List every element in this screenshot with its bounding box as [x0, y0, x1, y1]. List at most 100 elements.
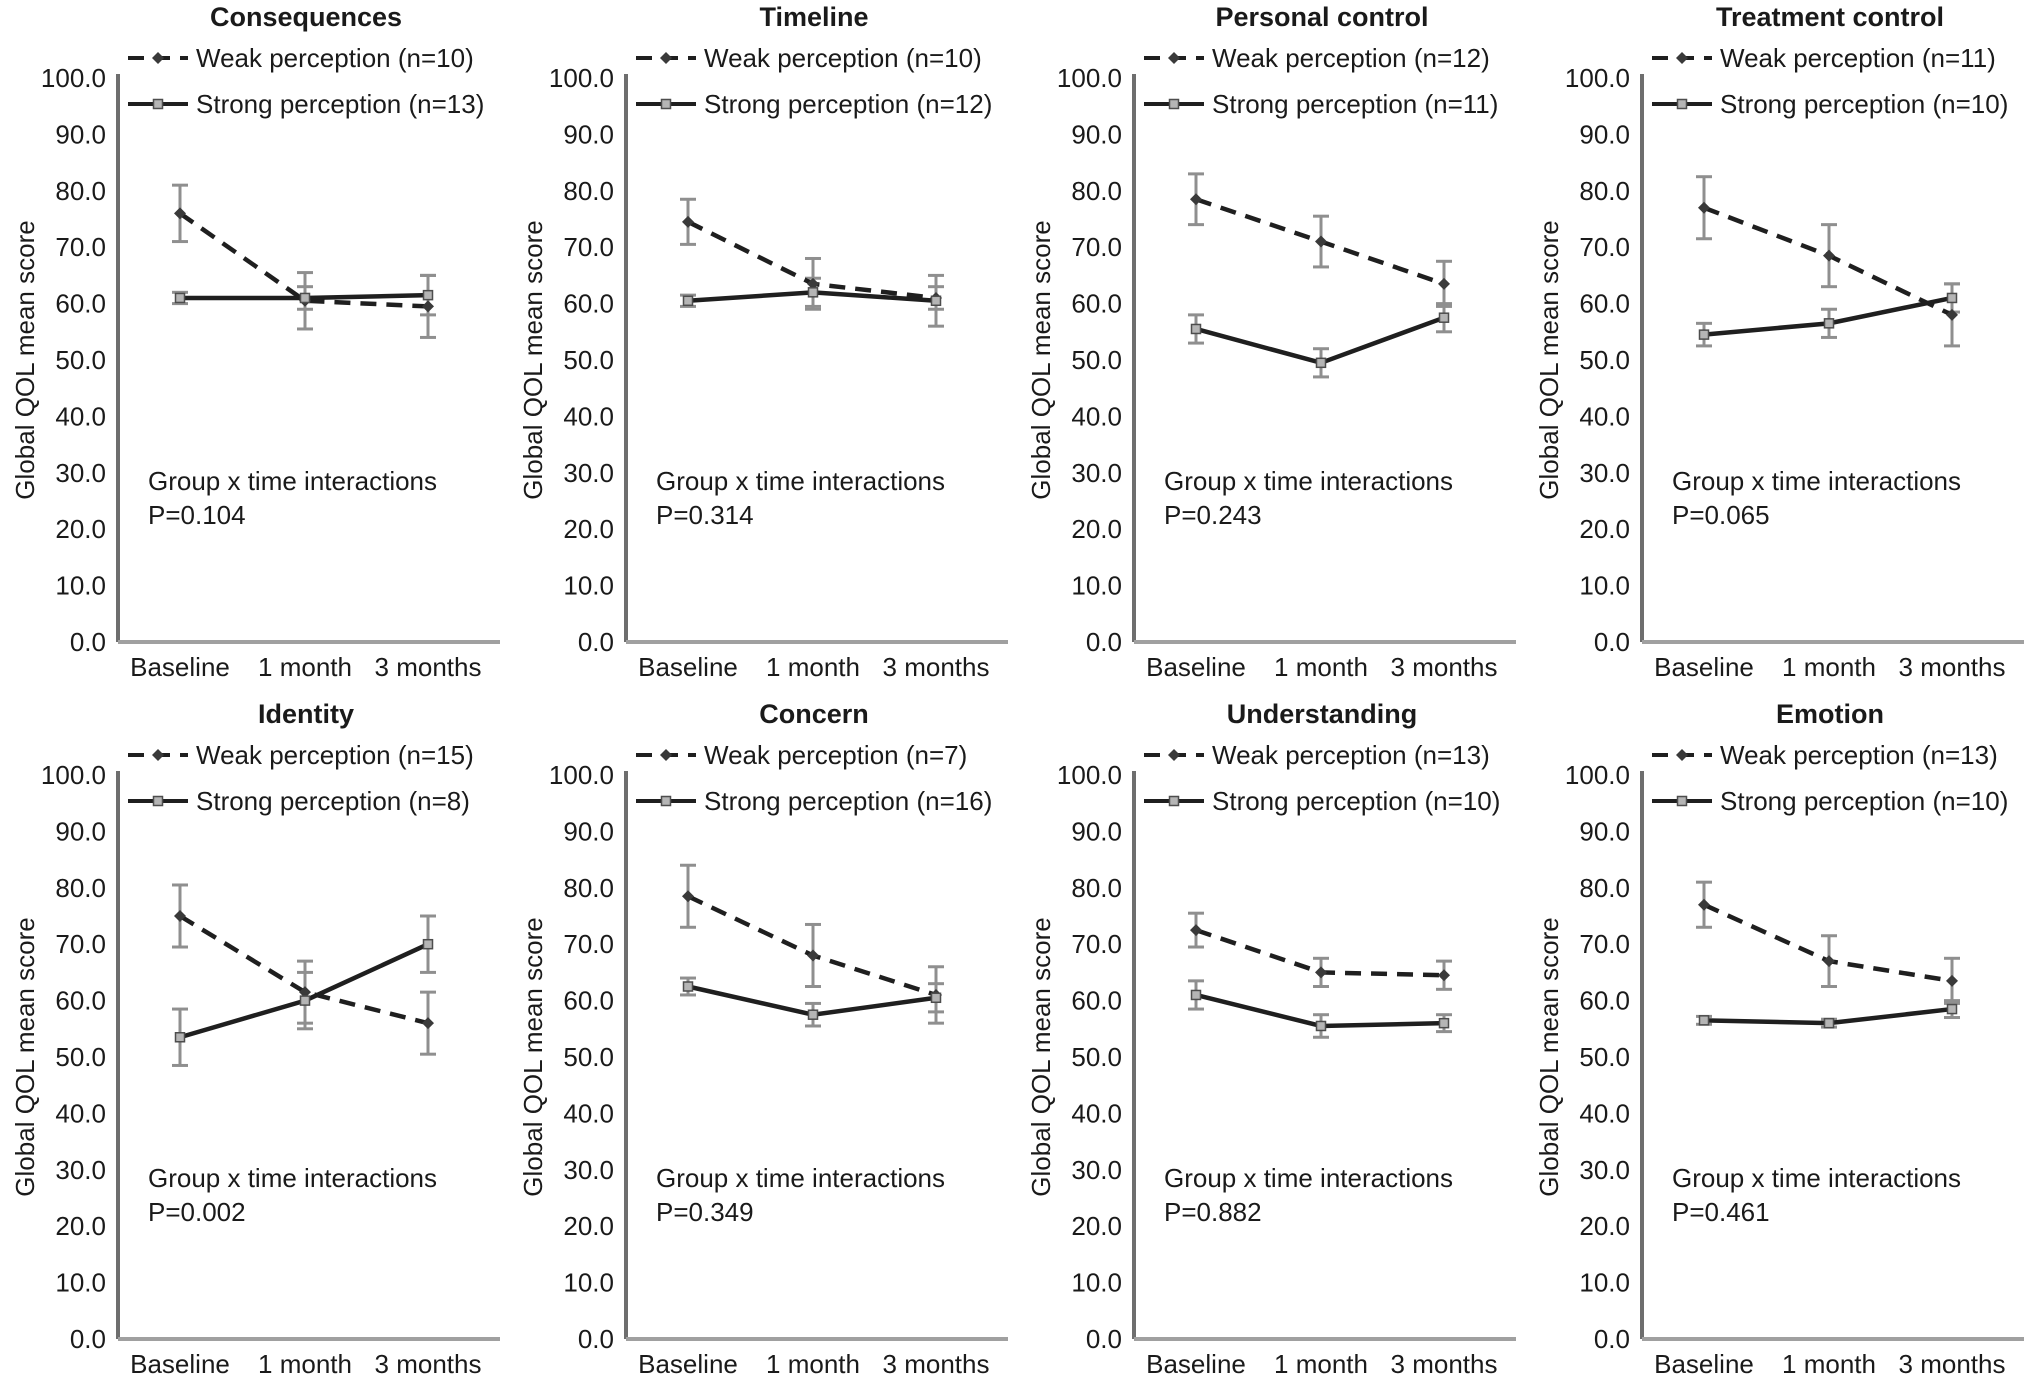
x-tick-label: Baseline [638, 652, 738, 682]
y-tick-label: 80.0 [55, 873, 106, 903]
strong-series-marker [930, 295, 942, 307]
weak-series-marker [1698, 201, 1710, 214]
legend-label: Strong perception (n=10) [1720, 89, 2008, 119]
legend-label: Strong perception (n=13) [196, 89, 484, 119]
legend-label: Strong perception (n=12) [704, 89, 992, 119]
y-tick-label: 70.0 [1579, 929, 1630, 959]
interaction-annotation: Group x time interactions [1672, 1163, 1961, 1193]
y-tick-label: 20.0 [1579, 514, 1630, 544]
panel-concern: 100.0 90.0 80.0 70.0 60.0 50.0 40.0 30.0 20.0 10.… [508, 697, 1016, 1394]
y-tick-label: 90.0 [55, 816, 106, 846]
interaction-annotation: Group x time interactions [148, 466, 437, 496]
strong-series-marker [422, 938, 434, 950]
y-tick-label: 0.0 [1594, 627, 1630, 657]
y-tick-label: 80.0 [563, 873, 614, 903]
y-tick-label: 60.0 [1071, 289, 1122, 319]
y-tick-label: 100.0 [549, 760, 614, 790]
panel-timeline: 100.0 90.0 80.0 70.0 60.0 50.0 40.0 30.0 20.0 10.… [508, 0, 1016, 697]
x-tick-label: Baseline [1654, 1349, 1754, 1379]
strong-series-marker [1438, 312, 1450, 323]
strong-series-marker [1823, 318, 1835, 329]
weak-series-marker [1168, 52, 1180, 64]
strong-series-marker [1698, 1015, 1710, 1026]
panel-title: Identity [258, 699, 354, 729]
weak-series-marker [299, 986, 311, 999]
y-tick-label: 40.0 [1071, 401, 1122, 431]
line-chart: 100.0 90.0 80.0 70.0 60.0 50.0 40.0 30.0 20.0 10.… [1534, 699, 2024, 1379]
line-chart: 100.0 90.0 80.0 70.0 60.0 50.0 40.0 30.0 20.0 10.… [1534, 2, 2024, 682]
y-tick-label: 100.0 [41, 63, 106, 93]
strong-series-marker [807, 287, 819, 298]
y-tick-label: 20.0 [563, 514, 614, 544]
x-tick-label: 3 months [375, 652, 482, 682]
y-tick-label: 30.0 [1071, 1155, 1122, 1185]
y-tick-label: 70.0 [55, 232, 106, 262]
y-tick-label: 0.0 [70, 627, 106, 657]
y-tick-label: 60.0 [1071, 986, 1122, 1016]
strong-series-marker [1946, 292, 1958, 304]
weak-series-marker [152, 749, 164, 761]
x-tick-label: Baseline [638, 1349, 738, 1379]
strong-series-marker [1676, 98, 1688, 110]
y-tick-label: 70.0 [563, 232, 614, 262]
y-tick-label: 20.0 [1071, 1211, 1122, 1241]
x-tick-label: 1 month [1274, 1349, 1368, 1379]
weak-series-marker [1823, 955, 1835, 968]
weak-series-marker [1946, 974, 1958, 987]
y-tick-label: 60.0 [1579, 986, 1630, 1016]
line-chart: 100.0 90.0 80.0 70.0 60.0 50.0 40.0 30.0 20.0 10.… [518, 2, 1008, 682]
y-tick-label: 80.0 [563, 176, 614, 206]
x-tick-label: 1 month [1274, 652, 1368, 682]
strong-series-marker [152, 98, 164, 110]
y-tick-label: 0.0 [1594, 1324, 1630, 1354]
y-tick-label: 70.0 [1071, 232, 1122, 262]
y-tick-label: 60.0 [55, 289, 106, 319]
legend-label: Weak perception (n=13) [1212, 740, 1490, 770]
panel-consequences: 100.0 90.0 80.0 70.0 60.0 50.0 40.0 30.0 20.0 10.… [0, 0, 508, 697]
y-tick-label: 10.0 [1071, 1268, 1122, 1298]
strong-series-marker [682, 295, 694, 307]
y-tick-label: 20.0 [1071, 514, 1122, 544]
y-tick-label: 30.0 [563, 458, 614, 488]
y-tick-label: 40.0 [563, 401, 614, 431]
x-tick-label: 3 months [1391, 652, 1498, 682]
panel-title: Emotion [1776, 699, 1884, 729]
y-axis-title: Global QOL mean score [1534, 917, 1564, 1196]
strong-series-marker [1315, 357, 1327, 369]
y-tick-label: 30.0 [55, 458, 106, 488]
strong-series-marker [930, 992, 942, 1004]
y-tick-label: 30.0 [563, 1155, 614, 1185]
y-tick-label: 90.0 [1579, 816, 1630, 846]
y-tick-label: 10.0 [1579, 1268, 1630, 1298]
panel-title: Treatment control [1716, 2, 1944, 32]
y-axis-title: Global QOL mean score [10, 220, 40, 499]
weak-series-marker [1438, 277, 1450, 290]
weak-series-marker [1190, 924, 1202, 937]
x-tick-label: 1 month [766, 1349, 860, 1379]
strong-series-marker [1190, 323, 1202, 335]
strong-series-marker [422, 289, 434, 301]
y-tick-label: 20.0 [55, 514, 106, 544]
interaction-annotation: Group x time interactions [656, 1163, 945, 1193]
interaction-annotation: Group x time interactions [1672, 466, 1961, 496]
y-tick-label: 10.0 [55, 571, 106, 601]
p-value: P=0.243 [1164, 500, 1262, 530]
y-tick-label: 40.0 [563, 1098, 614, 1128]
panel-title: Understanding [1227, 699, 1418, 729]
y-axis-title: Global QOL mean score [1026, 220, 1056, 499]
x-tick-label: 3 months [1391, 1349, 1498, 1379]
y-tick-label: 0.0 [1086, 1324, 1122, 1354]
strong-series-marker [152, 795, 164, 807]
interaction-annotation: Group x time interactions [1164, 1163, 1453, 1193]
weak-series-marker [682, 890, 694, 903]
y-tick-label: 70.0 [55, 929, 106, 959]
y-tick-label: 100.0 [41, 760, 106, 790]
legend-label: Weak perception (n=15) [196, 740, 474, 770]
strong-series-marker [1698, 329, 1710, 340]
y-tick-label: 30.0 [1579, 458, 1630, 488]
x-tick-label: Baseline [1654, 652, 1754, 682]
weak-series-marker [1698, 898, 1710, 911]
panel-personal-control: 100.0 90.0 80.0 70.0 60.0 50.0 40.0 30.0 20.0 10.… [1016, 0, 1524, 697]
line-chart: 100.0 90.0 80.0 70.0 60.0 50.0 40.0 30.0 20.0 10.… [518, 699, 1008, 1379]
y-tick-label: 0.0 [1086, 627, 1122, 657]
